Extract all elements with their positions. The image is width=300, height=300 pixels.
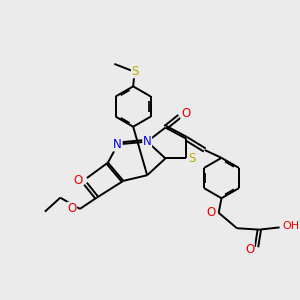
- Text: S: S: [188, 152, 195, 165]
- Text: N: N: [143, 135, 152, 148]
- Text: O: O: [206, 206, 215, 219]
- Text: O: O: [181, 107, 190, 120]
- Text: O: O: [73, 174, 82, 187]
- Text: S: S: [131, 65, 139, 78]
- Text: N: N: [113, 138, 122, 151]
- Text: O: O: [68, 202, 77, 215]
- Text: OH: OH: [282, 221, 299, 231]
- Text: O: O: [245, 243, 254, 256]
